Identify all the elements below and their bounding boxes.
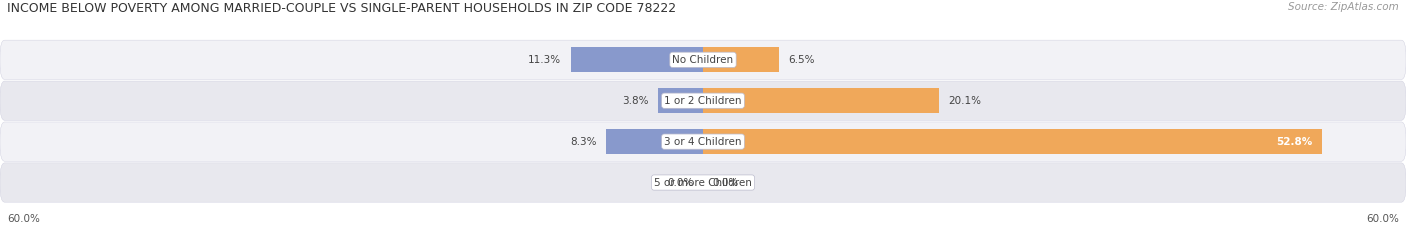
- Bar: [606, 129, 703, 154]
- Text: 5 or more Children: 5 or more Children: [654, 178, 752, 188]
- Text: 0.0%: 0.0%: [713, 178, 738, 188]
- Text: INCOME BELOW POVERTY AMONG MARRIED-COUPLE VS SINGLE-PARENT HOUSEHOLDS IN ZIP COD: INCOME BELOW POVERTY AMONG MARRIED-COUPL…: [7, 2, 676, 15]
- Text: 0.0%: 0.0%: [668, 178, 693, 188]
- Bar: [703, 88, 939, 113]
- Bar: [571, 47, 703, 72]
- FancyBboxPatch shape: [0, 122, 1406, 161]
- Text: 11.3%: 11.3%: [529, 55, 561, 65]
- Text: 1 or 2 Children: 1 or 2 Children: [664, 96, 742, 106]
- Text: 3 or 4 Children: 3 or 4 Children: [664, 137, 742, 147]
- Text: Source: ZipAtlas.com: Source: ZipAtlas.com: [1288, 2, 1399, 12]
- Text: 52.8%: 52.8%: [1277, 137, 1312, 147]
- FancyBboxPatch shape: [0, 40, 1406, 79]
- Text: 3.8%: 3.8%: [623, 96, 650, 106]
- Bar: [658, 88, 703, 113]
- Text: 8.3%: 8.3%: [569, 137, 596, 147]
- Text: 60.0%: 60.0%: [7, 214, 39, 224]
- FancyBboxPatch shape: [0, 163, 1406, 202]
- Text: 6.5%: 6.5%: [789, 55, 815, 65]
- Text: 20.1%: 20.1%: [948, 96, 981, 106]
- Bar: [703, 47, 779, 72]
- FancyBboxPatch shape: [0, 81, 1406, 120]
- Text: 60.0%: 60.0%: [1367, 214, 1399, 224]
- Bar: [703, 129, 1322, 154]
- Text: No Children: No Children: [672, 55, 734, 65]
